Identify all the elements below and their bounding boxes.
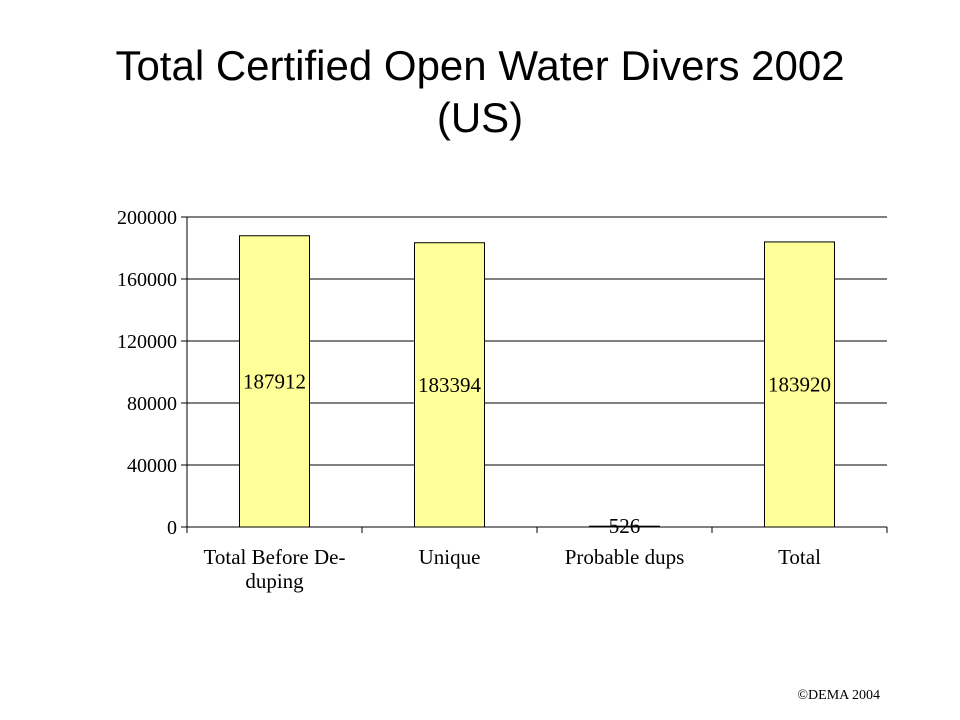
chart-title: Total Certified Open Water Divers 2002 (… bbox=[0, 40, 960, 144]
y-tick-label: 80000 bbox=[127, 393, 177, 415]
chart-title-line-1: Total Certified Open Water Divers 2002 bbox=[115, 42, 845, 89]
x-category-label: Total bbox=[778, 545, 821, 569]
x-category-label: Unique bbox=[419, 545, 481, 569]
data-label: 183394 bbox=[418, 373, 482, 397]
y-tick-label: 0 bbox=[167, 517, 177, 539]
bar bbox=[239, 235, 310, 528]
chart-title-line-2: (US) bbox=[436, 94, 524, 141]
data-label: 187912 bbox=[243, 369, 306, 393]
y-tick-label: 40000 bbox=[127, 455, 177, 477]
y-tick-label: 160000 bbox=[117, 269, 177, 291]
data-label: 526 bbox=[609, 514, 641, 538]
x-category-label: Probable dups bbox=[565, 545, 685, 569]
data-label: 183920 bbox=[768, 372, 831, 396]
bar bbox=[589, 525, 660, 528]
x-category-label: duping bbox=[245, 569, 304, 593]
y-tick-label: 200000 bbox=[117, 207, 177, 229]
x-category-label: Total Before De- bbox=[204, 545, 346, 569]
y-tick-label: 120000 bbox=[117, 331, 177, 353]
bar bbox=[764, 241, 835, 528]
copyright-footer: ©DEMA 2004 bbox=[797, 688, 880, 703]
bar bbox=[414, 242, 485, 528]
